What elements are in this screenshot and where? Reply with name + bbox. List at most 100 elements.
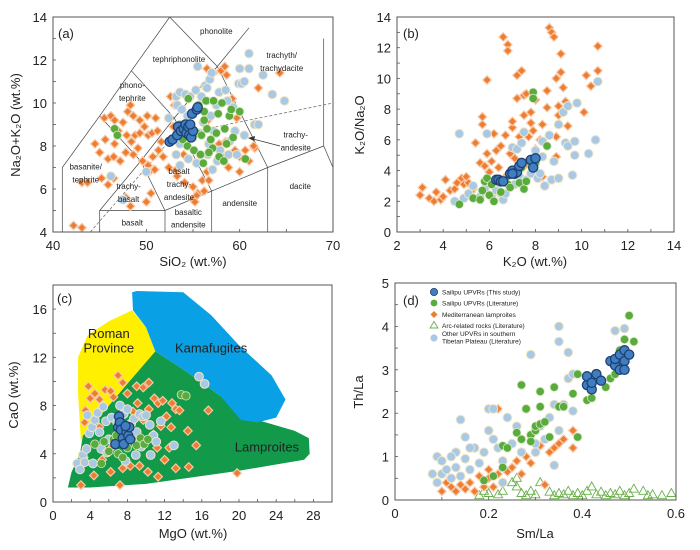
data-point — [548, 489, 560, 500]
panel-d-label: (d) — [403, 293, 419, 308]
x-tick-label: 70 — [326, 238, 340, 253]
data-point — [511, 481, 523, 491]
y-tick-label: 12 — [33, 53, 47, 68]
data-point — [525, 107, 537, 118]
data-point — [479, 447, 489, 458]
data-point — [199, 186, 210, 197]
y-tick-label: 8 — [40, 399, 47, 414]
data-point — [76, 222, 88, 232]
data-point — [474, 458, 485, 469]
data-point — [134, 115, 145, 126]
x-tick-label: 8 — [532, 238, 539, 253]
data-point — [637, 485, 649, 495]
legend-marker-this-study — [429, 287, 438, 296]
data-point — [539, 181, 550, 191]
data-point — [595, 375, 607, 386]
panel-b-points — [414, 22, 603, 209]
field-label: phonolite — [200, 27, 233, 36]
data-point — [585, 80, 597, 92]
data-point — [190, 85, 201, 95]
legend-marker-sailipu-literature — [430, 299, 438, 307]
data-point — [99, 437, 109, 447]
y-tick-label: 10 — [377, 71, 391, 86]
data-point — [562, 120, 573, 132]
data-point — [206, 134, 216, 145]
data-point — [183, 94, 193, 104]
data-point — [191, 440, 202, 451]
data-point — [145, 450, 156, 460]
y-tick-label: 5 — [382, 276, 389, 291]
data-point — [192, 102, 203, 113]
y-tick-label: 2 — [382, 406, 389, 421]
data-point — [223, 162, 234, 173]
data-point — [572, 98, 582, 108]
field-label: Lamproites — [235, 439, 300, 454]
data-point — [482, 173, 492, 183]
data-point — [198, 158, 208, 168]
data-point — [151, 436, 162, 447]
x-tick-label: 4 — [87, 508, 94, 523]
data-point — [507, 168, 518, 179]
data-point — [530, 447, 541, 458]
data-point — [96, 173, 107, 184]
tas-boundary-line — [323, 145, 333, 168]
data-point — [450, 486, 462, 497]
panel-b-ylabel: K₂O/Na₂O — [352, 95, 367, 154]
data-point — [179, 177, 190, 188]
data-point — [219, 61, 230, 72]
data-point — [516, 487, 527, 497]
y-tick-label: 12 — [33, 350, 47, 365]
panel-d-xlabel: Sm/La — [516, 526, 554, 541]
y-tick-label: 0 — [382, 493, 389, 508]
data-point — [525, 485, 537, 495]
y-tick-label: 14 — [33, 10, 47, 25]
data-point — [516, 434, 527, 444]
legend-label-arc: Arc-related rocks (Literature) — [442, 323, 525, 330]
data-point — [213, 109, 223, 119]
data-point — [182, 425, 193, 437]
data-point — [417, 182, 428, 193]
field-label: phono- — [120, 81, 145, 90]
legend: Sailipu UPVRs (This study) Sailipu UPVRs… — [429, 287, 525, 346]
series-sailipu-upvrs-literature — [479, 310, 639, 486]
legend-item-mediterranean: Mediterranean lamproites — [430, 311, 516, 319]
data-point — [548, 31, 560, 43]
legend-item-other-upvr: Other UPVRs in southern Tibetan Plateau … — [430, 331, 521, 346]
data-point — [527, 162, 539, 173]
y-tick-label: 6 — [384, 133, 391, 148]
data-point — [506, 462, 518, 473]
data-point — [166, 397, 178, 409]
field-label: basaltic — [175, 208, 202, 217]
data-point — [122, 388, 133, 399]
data-point — [647, 488, 658, 499]
data-point — [525, 349, 536, 360]
data-point — [432, 477, 443, 488]
data-point — [108, 151, 119, 162]
data-point — [141, 410, 151, 421]
data-point — [92, 407, 103, 418]
data-point — [541, 85, 553, 96]
data-point — [573, 432, 583, 442]
data-point — [619, 364, 630, 376]
plot-frame — [394, 282, 677, 501]
data-point — [228, 132, 238, 142]
x-tick-label: 0 — [391, 506, 398, 521]
legend-label-mediterranean: Mediterranean lamproites — [442, 312, 516, 319]
data-point — [90, 439, 100, 449]
y-tick-label: 1 — [382, 450, 389, 465]
data-point — [75, 464, 85, 475]
data-point — [477, 185, 488, 196]
data-point — [489, 196, 499, 206]
data-point — [526, 436, 536, 447]
data-point — [414, 189, 426, 201]
data-point — [199, 115, 209, 125]
data-point — [163, 113, 174, 123]
data-point — [470, 137, 481, 149]
data-point — [555, 67, 567, 78]
data-point — [253, 82, 264, 94]
legend-label-other-upvr-line2: Tibetan Plateau (Literature) — [442, 339, 521, 346]
data-point — [474, 470, 485, 482]
panel-a-field-labels: phonolite tephriphonolite phono-tephrite tr… — [69, 27, 311, 229]
data-point — [109, 138, 120, 149]
data-point — [221, 69, 232, 81]
